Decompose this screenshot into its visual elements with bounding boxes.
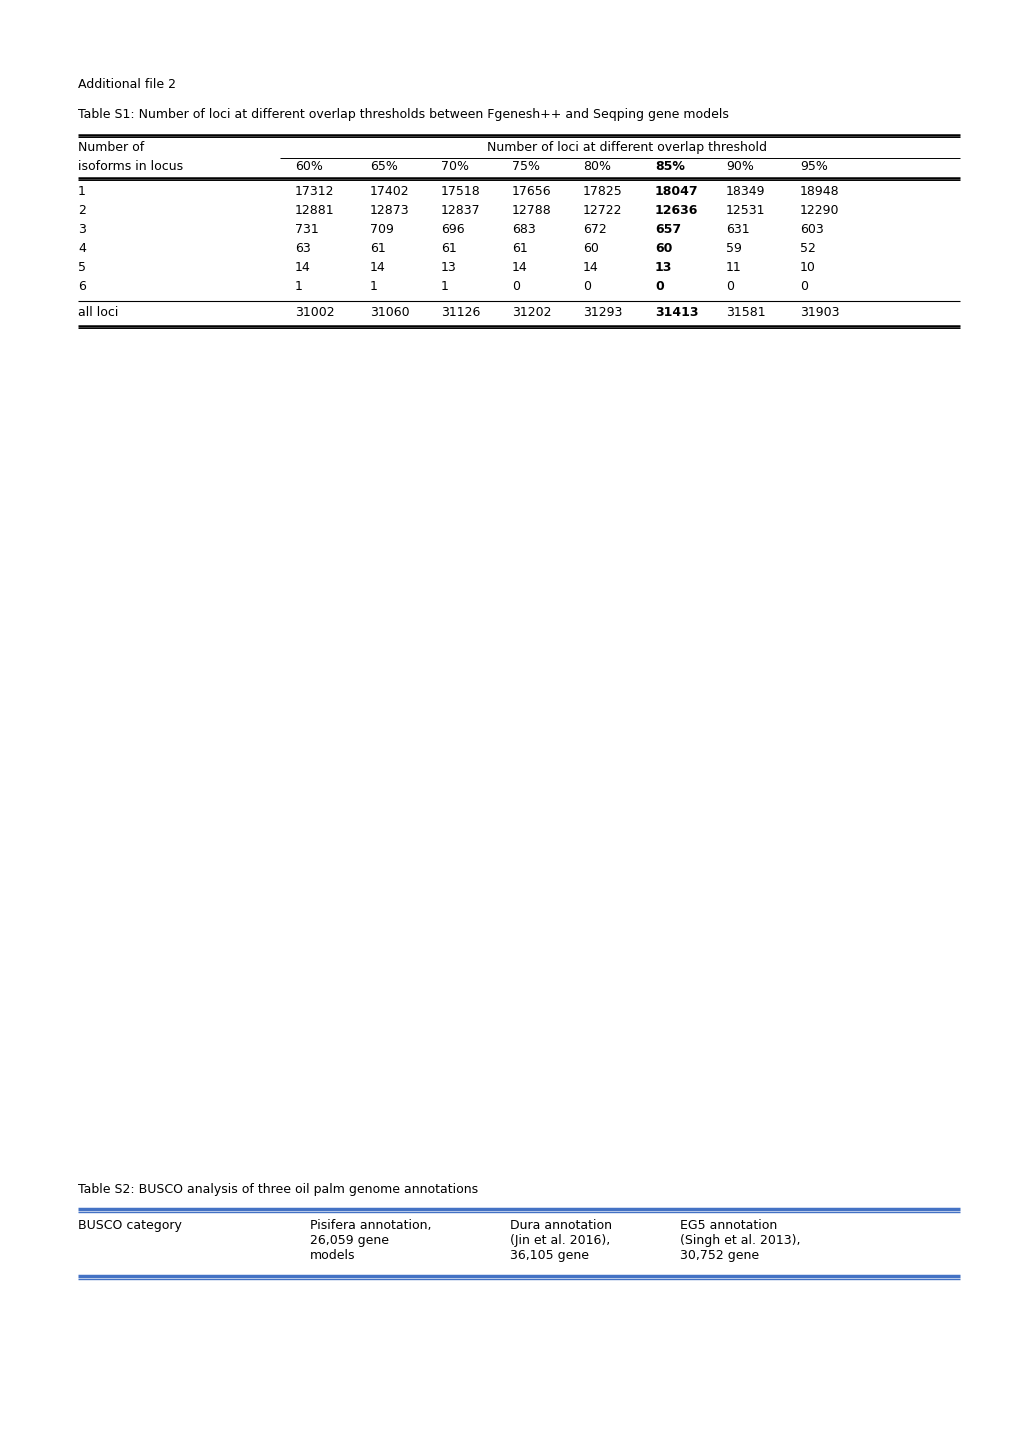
- Text: 17825: 17825: [583, 185, 623, 198]
- Text: 31581: 31581: [726, 306, 765, 319]
- Text: 1: 1: [77, 185, 86, 198]
- Text: 6: 6: [77, 280, 86, 293]
- Text: 65%: 65%: [370, 160, 397, 173]
- Text: 80%: 80%: [583, 160, 610, 173]
- Text: 0: 0: [512, 280, 520, 293]
- Text: 696: 696: [440, 224, 465, 237]
- Text: 11: 11: [726, 261, 741, 274]
- Text: 17656: 17656: [512, 185, 551, 198]
- Text: 731: 731: [294, 224, 318, 237]
- Text: all loci: all loci: [77, 306, 118, 319]
- Text: 0: 0: [799, 280, 807, 293]
- Text: 0: 0: [654, 280, 663, 293]
- Text: BUSCO category: BUSCO category: [77, 1219, 181, 1232]
- Text: 18948: 18948: [799, 185, 839, 198]
- Text: Table S1: Number of loci at different overlap thresholds between Fgenesh++ and S: Table S1: Number of loci at different ov…: [77, 108, 729, 121]
- Text: (Singh et al. 2013),: (Singh et al. 2013),: [680, 1234, 800, 1247]
- Text: 31060: 31060: [370, 306, 410, 319]
- Text: 18047: 18047: [654, 185, 698, 198]
- Text: 60: 60: [654, 242, 672, 255]
- Text: 3: 3: [77, 224, 86, 237]
- Text: 603: 603: [799, 224, 823, 237]
- Text: 31202: 31202: [512, 306, 551, 319]
- Text: 709: 709: [370, 224, 393, 237]
- Text: Number of loci at different overlap threshold: Number of loci at different overlap thre…: [487, 141, 766, 154]
- Text: EG5 annotation: EG5 annotation: [680, 1219, 776, 1232]
- Text: 0: 0: [726, 280, 734, 293]
- Text: 12788: 12788: [512, 203, 551, 216]
- Text: 1: 1: [370, 280, 377, 293]
- Text: 657: 657: [654, 224, 681, 237]
- Text: 0: 0: [583, 280, 590, 293]
- Text: 631: 631: [726, 224, 749, 237]
- Text: 61: 61: [440, 242, 457, 255]
- Text: 13: 13: [654, 261, 672, 274]
- Text: Number of: Number of: [77, 141, 144, 154]
- Text: 60%: 60%: [294, 160, 323, 173]
- Text: (Jin et al. 2016),: (Jin et al. 2016),: [510, 1234, 609, 1247]
- Text: 52: 52: [799, 242, 815, 255]
- Text: 1: 1: [294, 280, 303, 293]
- Text: Dura annotation: Dura annotation: [510, 1219, 611, 1232]
- Text: 12531: 12531: [726, 203, 764, 216]
- Text: 17402: 17402: [370, 185, 410, 198]
- Text: 70%: 70%: [440, 160, 469, 173]
- Text: 18349: 18349: [726, 185, 764, 198]
- Text: models: models: [310, 1250, 356, 1263]
- Text: 26,059 gene: 26,059 gene: [310, 1234, 388, 1247]
- Text: 85%: 85%: [654, 160, 684, 173]
- Text: 12636: 12636: [654, 203, 698, 216]
- Text: 14: 14: [294, 261, 311, 274]
- Text: Additional file 2: Additional file 2: [77, 78, 176, 91]
- Text: Pisifera annotation,: Pisifera annotation,: [310, 1219, 431, 1232]
- Text: Table S2: BUSCO analysis of three oil palm genome annotations: Table S2: BUSCO analysis of three oil pa…: [77, 1183, 478, 1196]
- Text: 12873: 12873: [370, 203, 410, 216]
- Text: 36,105 gene: 36,105 gene: [510, 1250, 588, 1263]
- Text: 90%: 90%: [726, 160, 753, 173]
- Text: 61: 61: [512, 242, 527, 255]
- Text: 30,752 gene: 30,752 gene: [680, 1250, 758, 1263]
- Text: 75%: 75%: [512, 160, 539, 173]
- Text: 672: 672: [583, 224, 606, 237]
- Text: 14: 14: [370, 261, 385, 274]
- Text: isoforms in locus: isoforms in locus: [77, 160, 183, 173]
- Text: 1: 1: [440, 280, 448, 293]
- Text: 14: 14: [512, 261, 527, 274]
- Text: 17312: 17312: [294, 185, 334, 198]
- Text: 683: 683: [512, 224, 535, 237]
- Text: 63: 63: [294, 242, 311, 255]
- Text: 59: 59: [726, 242, 741, 255]
- Text: 5: 5: [77, 261, 86, 274]
- Text: 95%: 95%: [799, 160, 827, 173]
- Text: 14: 14: [583, 261, 598, 274]
- Text: 31002: 31002: [294, 306, 334, 319]
- Text: 2: 2: [77, 203, 86, 216]
- Text: 60: 60: [583, 242, 598, 255]
- Text: 31903: 31903: [799, 306, 839, 319]
- Text: 4: 4: [77, 242, 86, 255]
- Text: 12837: 12837: [440, 203, 480, 216]
- Text: 31293: 31293: [583, 306, 622, 319]
- Text: 12881: 12881: [294, 203, 334, 216]
- Text: 13: 13: [440, 261, 457, 274]
- Text: 31126: 31126: [440, 306, 480, 319]
- Text: 12290: 12290: [799, 203, 839, 216]
- Text: 31413: 31413: [654, 306, 698, 319]
- Text: 12722: 12722: [583, 203, 622, 216]
- Text: 10: 10: [799, 261, 815, 274]
- Text: 61: 61: [370, 242, 385, 255]
- Text: 17518: 17518: [440, 185, 480, 198]
